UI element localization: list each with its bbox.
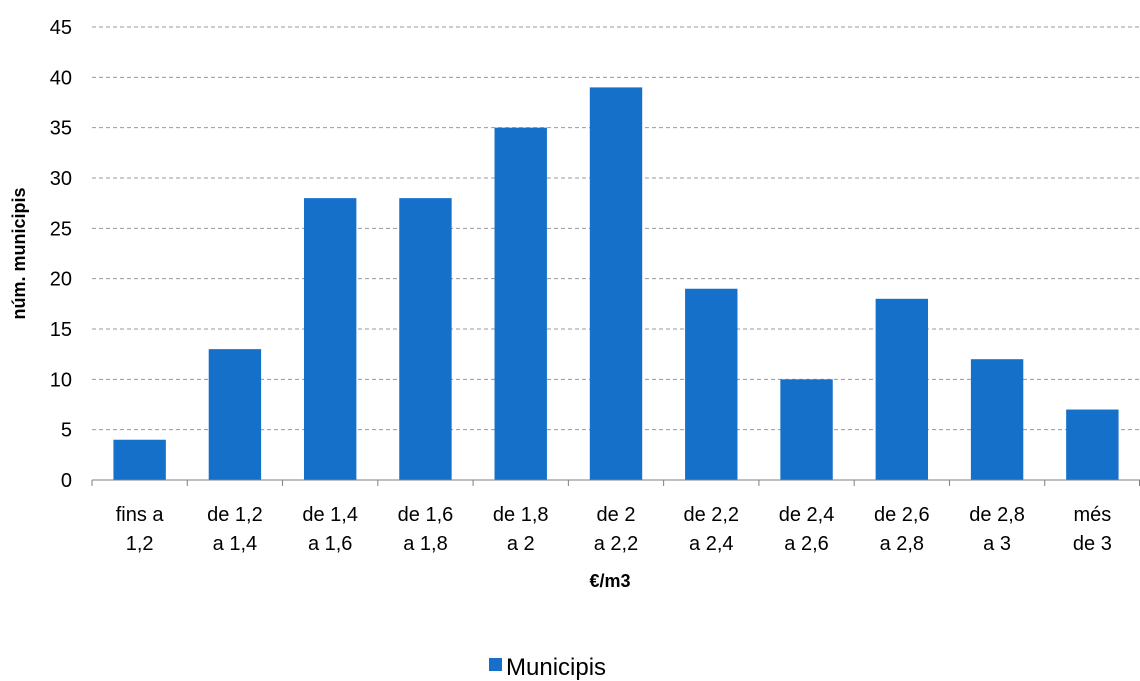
x-tick-label: de 1,4 [302,504,358,526]
x-axis-title: €/m3 [589,571,630,591]
bar [399,198,452,480]
x-tick-label: de 2 [597,504,636,526]
y-axis-title: núm. municipis [9,187,29,319]
y-tick-label: 15 [50,319,72,341]
bar [589,87,643,481]
bar [875,298,929,480]
y-tick-label: 35 [50,118,72,140]
x-tick-label: de 1,8 [493,504,549,526]
bar [208,349,262,480]
legend-label: Municipis [506,654,606,681]
bars [113,87,1119,481]
x-tick-label: a 2 [507,533,535,555]
y-tick-label: 5 [61,420,72,442]
y-tick-label: 20 [50,269,72,291]
bar [303,198,357,480]
y-tick-label: 45 [50,17,72,39]
bar [780,379,833,480]
bar [685,288,738,480]
y-tick-label: 0 [61,470,72,492]
y-tick-label: 10 [50,369,72,391]
y-tick-label: 25 [50,218,72,240]
x-tick-label: fins a [116,504,165,526]
x-tick-label: de 2,6 [874,504,930,526]
x-tick-label: de 2,2 [683,504,739,526]
x-tick-label: de 2,4 [779,504,835,526]
x-tick-label: a 2,8 [880,533,924,555]
x-tick-label: a 1,6 [308,533,352,555]
bar [1066,409,1119,480]
x-tick-label: a 3 [983,533,1011,555]
legend-swatch [489,658,502,671]
x-tick-label: de 3 [1073,533,1112,555]
y-tick-labels: 0 5 10 15 20 25 30 35 40 45 [50,17,72,492]
x-tick-labels: fins a 1,2 de 1,2 a 1,4 de 1,4 a 1,6 de 1,6 a 1… [116,504,1112,555]
axes [91,479,1140,486]
bar [494,127,547,481]
x-tick-label: a 2,4 [689,533,733,555]
x-tick-label: a 1,4 [213,533,257,555]
x-tick-label: a 2,6 [784,533,828,555]
x-tick-label: més [1073,504,1111,526]
x-tick-label: de 1,2 [207,504,263,526]
x-tick-label: a 2,2 [594,533,638,555]
bar [113,439,166,480]
x-tick-label: a 1,8 [403,533,447,555]
bar [970,359,1024,480]
x-tick-label: 1,2 [126,533,154,555]
y-tick-label: 30 [50,168,72,190]
x-tick-label: de 1,6 [398,504,454,526]
legend: Municipis [489,654,606,681]
y-tick-label: 40 [50,67,72,89]
x-tick-label: de 2,8 [969,504,1025,526]
